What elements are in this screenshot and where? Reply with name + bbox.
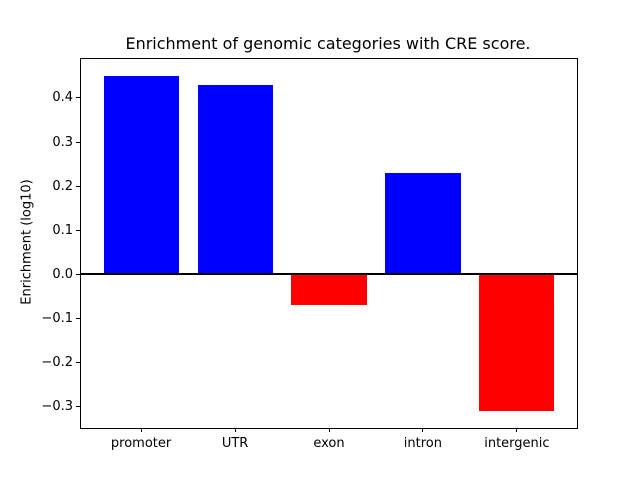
x-tick-label-UTR: UTR	[221, 436, 249, 451]
x-tick-label-intron: intron	[403, 436, 442, 451]
x-tick-mark	[516, 428, 518, 432]
y-tick-mark	[76, 273, 80, 275]
y-tick-mark	[76, 362, 80, 364]
y-tick-mark	[76, 229, 80, 231]
y-tick-label: 0.3	[52, 134, 73, 150]
bar-promoter	[103, 75, 179, 275]
plot-area: 0.4 0.3 0.2 0.1 0.0 −0.1 −0.2 −0.3 promoter UTR ex…	[41, 58, 578, 450]
x-tick-label-exon: exon	[313, 436, 345, 451]
zero-line	[81, 273, 577, 276]
y-tick-label: 0.0	[52, 266, 73, 282]
x-tick-mark	[234, 428, 236, 432]
y-tick-mark	[76, 97, 80, 99]
y-tick-label: −0.1	[41, 311, 73, 326]
bar-intergenic	[479, 274, 555, 412]
y-tick-label: −0.3	[41, 399, 73, 415]
y-axis-label: Enrichment (log10)	[19, 179, 35, 305]
x-tick-mark	[140, 428, 142, 432]
x-tick-label-intergenic: intergenic	[484, 436, 550, 451]
y-tick-mark	[76, 141, 80, 143]
y-tick-label: 0.4	[52, 90, 73, 106]
chart-title: Enrichment of genomic categories with CR…	[125, 34, 531, 53]
y-tick-label: −0.2	[41, 355, 73, 371]
y-tick-mark	[76, 406, 80, 408]
y-tick-label: 0.2	[52, 178, 73, 194]
bar-UTR	[197, 84, 273, 275]
x-tick-mark	[422, 428, 424, 432]
x-tick-label-promoter: promoter	[110, 436, 172, 451]
y-tick-mark	[76, 318, 80, 319]
x-tick-mark	[328, 428, 330, 432]
y-tick-mark	[76, 185, 80, 187]
bar-intron	[385, 172, 461, 275]
bar-exon	[291, 274, 367, 306]
y-tick-label: 0.1	[52, 222, 73, 238]
